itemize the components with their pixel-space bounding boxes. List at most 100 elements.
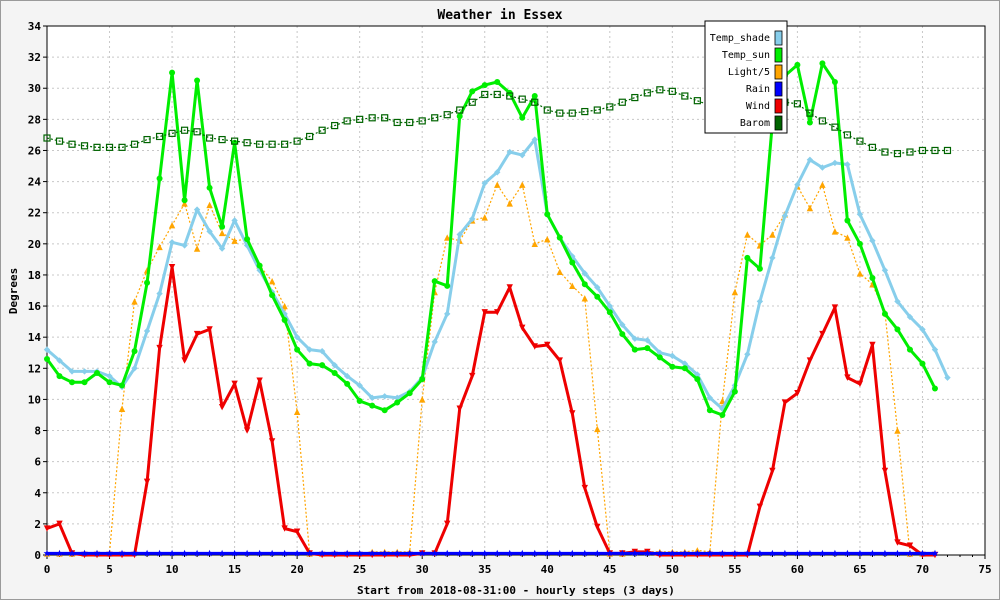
data-point-barom	[381, 114, 389, 122]
data-point-light-5	[494, 181, 501, 188]
data-point-barom	[118, 143, 126, 151]
data-point-barom	[918, 146, 927, 155]
data-point-temp-sun	[931, 385, 938, 392]
data-point-temp-sun	[169, 69, 176, 76]
chart-title: Weather in Essex	[437, 8, 562, 23]
data-point-rain	[231, 549, 238, 557]
data-point-light-5	[556, 268, 563, 276]
data-point-temp-shade	[331, 361, 338, 369]
data-point-barom	[80, 142, 89, 150]
data-point-temp-sun	[181, 197, 188, 204]
data-point-temp-shade	[931, 346, 939, 353]
data-point-temp-shade	[756, 298, 764, 305]
data-point-barom	[543, 106, 551, 114]
legend-swatch	[774, 98, 783, 114]
data-point-barom	[256, 140, 264, 148]
data-point-temp-sun	[306, 360, 313, 367]
data-point-temp-shade	[894, 298, 901, 305]
data-point-rain	[743, 549, 751, 557]
data-point-temp-shade	[231, 217, 238, 224]
data-point-wind	[544, 341, 551, 349]
data-point-temp-shade	[569, 253, 576, 260]
data-point-rain	[118, 549, 126, 557]
data-point-temp-shade	[343, 372, 351, 380]
data-point-barom	[893, 149, 902, 158]
data-point-rain	[218, 549, 226, 557]
data-point-wind	[881, 467, 889, 475]
data-point-rain	[606, 549, 614, 557]
data-point-barom	[281, 140, 289, 148]
x-tick-label: 60	[791, 563, 804, 576]
data-point-temp-sun	[631, 346, 638, 353]
data-point-light-5	[419, 396, 426, 403]
data-point-temp-sun	[531, 93, 538, 100]
legend-box	[704, 20, 788, 134]
data-point-light-5	[744, 231, 751, 238]
series-barom	[43, 86, 952, 158]
legend-label: Temp_shade	[710, 33, 770, 44]
data-point-barom	[331, 121, 339, 130]
data-point-rain	[93, 549, 101, 557]
data-point-rain	[581, 549, 589, 557]
data-point-rain	[406, 549, 414, 557]
data-point-barom	[606, 103, 614, 111]
y-tick-label: 30	[28, 82, 41, 95]
y-tick-label: 34	[28, 20, 42, 33]
data-point-wind	[856, 380, 864, 388]
data-point-wind	[869, 341, 876, 349]
data-point-temp-sun	[456, 113, 463, 120]
data-point-temp-shade	[794, 181, 801, 188]
data-point-rain	[881, 549, 889, 557]
data-point-barom	[631, 93, 639, 102]
y-tick-label: 10	[28, 393, 41, 406]
x-tick-label: 45	[603, 563, 616, 576]
data-point-barom	[180, 126, 189, 134]
data-point-wind	[456, 405, 463, 412]
data-point-temp-sun	[444, 282, 451, 289]
data-point-light-5	[281, 302, 288, 310]
data-point-barom	[618, 98, 626, 106]
data-point-temp-shade	[444, 310, 451, 318]
data-point-temp-sun	[144, 279, 151, 286]
data-point-wind	[481, 309, 488, 316]
data-point-wind	[168, 263, 176, 271]
data-point-light-5	[444, 234, 451, 241]
data-point-temp-shade	[906, 313, 914, 321]
data-point-light-5	[231, 237, 238, 244]
data-point-temp-sun	[831, 79, 838, 86]
data-point-temp-sun	[294, 346, 301, 353]
data-point-wind	[594, 523, 601, 531]
data-point-barom	[55, 137, 64, 145]
legend-label: Temp_sun	[722, 50, 770, 61]
data-point-light-5	[218, 229, 226, 237]
series-rain	[43, 549, 939, 557]
data-point-barom	[493, 90, 501, 99]
data-point-temp-shade	[744, 351, 751, 358]
data-point-rain	[556, 549, 564, 557]
data-point-temp-shade	[519, 151, 526, 159]
data-point-rain	[693, 549, 701, 557]
data-point-light-5	[481, 214, 488, 221]
data-point-barom	[656, 86, 664, 94]
data-point-light-5	[293, 408, 301, 416]
data-point-temp-sun	[844, 217, 851, 224]
data-point-light-5	[731, 288, 739, 296]
data-point-wind	[43, 525, 51, 532]
y-tick-label: 4	[34, 487, 41, 500]
data-point-rain	[256, 549, 263, 557]
data-point-rain	[906, 549, 914, 557]
data-point-barom	[431, 114, 439, 122]
data-point-temp-sun	[894, 326, 901, 333]
data-point-temp-shade	[431, 338, 438, 346]
y-tick-label: 32	[28, 51, 41, 64]
data-point-rain	[656, 549, 664, 557]
data-point-barom	[105, 143, 114, 151]
x-tick-label: 75	[978, 563, 991, 576]
data-point-temp-sun	[194, 77, 201, 84]
data-point-rain	[894, 549, 901, 557]
data-point-rain	[731, 549, 739, 557]
data-point-light-5	[831, 228, 839, 235]
data-point-barom	[231, 137, 239, 145]
data-point-wind	[569, 410, 576, 417]
data-point-light-5	[531, 240, 538, 248]
